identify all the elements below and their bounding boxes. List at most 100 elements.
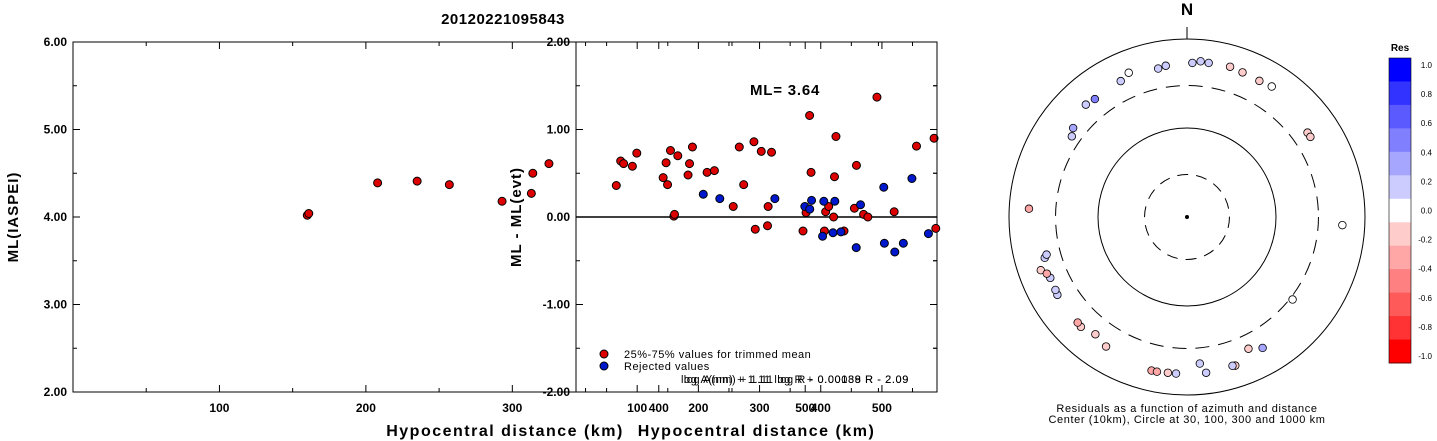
station-residual-point [1042,250,1051,259]
data-point [632,148,642,158]
data-point [767,147,777,157]
rejected-point [879,182,889,192]
station-residual-point [1101,342,1111,351]
residual-vs-distance-chart: 100 200 300 400 500-2.00-1.000.001.002.00Hyp… [508,35,941,440]
data-point [665,146,675,155]
rejected-point [807,195,817,205]
station-residual-point [1201,368,1211,377]
colorbar-segment [1389,339,1411,364]
data-point [829,172,839,182]
range-circle-30km [1144,174,1230,260]
rejected-point [698,189,708,199]
rejected-point [890,247,900,257]
station-residual-point [1073,318,1082,327]
ml-vs-distance-chart: 100 200 300 400 5002.003.004.005.006.00Hypoc… [5,35,939,440]
rejected-point [828,228,838,238]
colorbar-segment [1389,58,1411,82]
formula-label: log A(nm) + 1.11 log R - 0.00038 R - 2.0… [684,374,909,386]
y-tick-label: 0.00 [547,210,571,224]
data-point [658,173,668,183]
y-tick-label: 1.00 [547,123,571,137]
x-tick-label: 300 [750,401,770,415]
rejected-point [851,243,861,253]
station-residual-point [1153,64,1163,73]
y-tick-label: 4.00 [44,210,68,224]
station-residual-point [1267,82,1276,91]
data-point [661,158,671,168]
y-tick-label: 2.00 [547,35,571,49]
data-point [627,161,637,171]
data-point [373,178,383,188]
x-tick-label: 100 [209,401,229,415]
azimuth-residual-polar-chart: N Residuals as a function of azimuth and … [1008,0,1366,426]
station-residual-point [1024,204,1034,213]
range-circle-300km [1055,85,1319,349]
colorbar-segment [1389,292,1411,317]
station-residual-point [1171,369,1181,378]
data-point [685,159,695,169]
x-axis-title: Hypocentral distance (km) [638,423,876,440]
data-point [872,92,882,102]
polar-caption: Center (10km), Circle at 30, 100, 300 an… [1048,414,1325,426]
rejected-point [715,194,725,204]
data-point [709,166,719,176]
station-residual-point [1195,359,1205,368]
y-tick-label: -1.00 [543,298,571,312]
station-residual-point [1081,100,1091,109]
station-residual-point [1042,269,1052,278]
data-point [611,181,621,190]
formula-label: log A(nm) + 1.11 log R + 0.00189 R - 2.0… [681,374,909,386]
x-tick-label: 200 [356,401,376,415]
data-point [805,111,815,120]
range-circle-100km [1097,127,1277,307]
rejected-point [770,194,780,204]
trimmed-mean-point [750,224,760,234]
colorbar-title: Res [1391,43,1410,54]
legend-label: Rejected values [624,361,710,373]
data-point [683,170,693,180]
trimmed-mean-point [798,226,808,236]
data-point [687,142,697,152]
rejected-point [818,231,828,241]
page-title: 20120221095843 [441,11,565,28]
colorbar-frame [1388,57,1412,364]
x-tick-label: 500 [872,401,892,415]
y-tick-label: 2.00 [44,385,68,399]
colorbar-label: -0.6 [1418,294,1432,303]
rejected-point [898,238,908,248]
y-axis-title: ML - ML(evt) [508,167,525,267]
rejected-point [819,196,829,206]
x-tick-label: 500 [795,401,815,415]
station-residual-point [1338,220,1347,230]
station-residual-point [1091,330,1100,339]
data-point [739,180,749,190]
x-tick-label: 200 [688,401,708,415]
data-point [806,167,816,177]
legend-marker [599,361,609,371]
colorbar-segment [1389,81,1411,106]
colorbar-segment [1389,198,1411,223]
trimmed-mean-point [863,212,873,222]
station-residual-point [1068,123,1078,133]
data-point [497,196,507,206]
station-residual-point [1152,367,1162,376]
station-residual-point [1258,343,1267,353]
trimmed-mean-point [763,202,773,211]
station-residual-point [1116,76,1125,86]
data-point [528,168,538,178]
colorbar-segment [1389,175,1411,200]
rejected-point [879,238,889,248]
station-residual-point [1188,58,1197,68]
y-tick-label: 5.00 [44,123,68,137]
colorbar-label: 0.8 [1421,90,1433,99]
residual-colorbar: Res 1.0 0.8 0.6 0.4 0.2 0.0 -0.2 -0.4 -0.6 -0.8 -1.… [1388,43,1433,364]
y-tick-label: 3.00 [44,298,68,312]
station-residual-point [1163,368,1173,377]
colorbar-label: -0.2 [1418,236,1432,245]
rejected-point [836,227,846,237]
data-point [544,159,554,169]
data-point [734,142,744,152]
station-residual-point [1124,68,1133,77]
colorbar-segment [1389,269,1411,294]
station-residual-point [1244,344,1253,353]
